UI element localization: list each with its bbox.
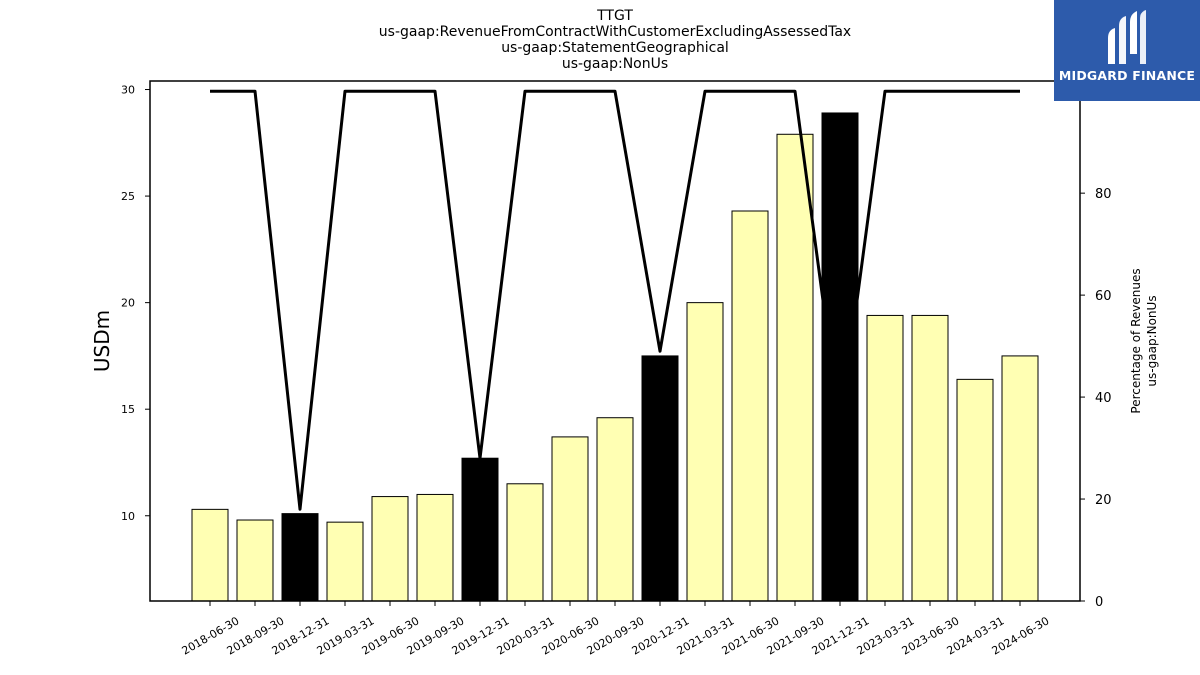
y-tick-label: 25 [121,190,135,203]
y-tick-label: 30 [121,84,135,97]
y-tick-label: 20 [121,297,135,310]
percentage-line-series [210,89,1020,511]
bar-2020-06-30 [551,436,589,602]
title-line: us-gaap:StatementGeographical [501,40,729,56]
title-line: us-gaap:RevenueFromContractWithCustomerE… [379,24,851,40]
right-axis-label: Percentage of Revenues us-gaap:NonUs [1129,268,1159,413]
right-axis-label-line: us-gaap:NonUs [1145,295,1159,386]
y-axis-label: USDm [90,310,114,372]
bar-series [191,112,1039,602]
bar-2021-06-30 [731,210,769,602]
title-line: TTGT [596,8,633,24]
bar-2018-06-30 [191,508,229,602]
y-tick-label: 15 [121,403,135,416]
midgard-logo-icon [1108,10,1146,64]
y2-tick-label: 40 [1095,391,1112,406]
bar-2024-03-31 [956,378,994,602]
midgard-finance-logo: MIDGARD FINANCE [1054,0,1200,101]
left-axis-ticks: 10 15 20 25 30 [121,84,150,523]
bar-2019-09-30 [416,493,454,602]
bar-2020-12-31 [641,355,679,602]
bar-2024-06-30 [1001,355,1039,602]
bar-2019-03-31 [326,521,364,602]
y2-tick-label: 60 [1095,289,1112,304]
bar-2021-12-31 [821,112,859,602]
bar-2019-06-30 [371,496,409,602]
y2-tick-label: 80 [1095,187,1112,202]
right-axis-label-line: Percentage of Revenues [1129,268,1143,413]
logo-text: MIDGARD FINANCE [1058,68,1196,83]
y2-tick-label: 0 [1095,595,1103,610]
chart-title: TTGTus-gaap:RevenueFromContractWithCusto… [379,8,851,72]
right-axis-ticks: 020406080100 [1080,85,1120,610]
bar-2018-12-31 [281,513,319,602]
bar-2018-09-30 [236,519,274,602]
x-axis-ticks: 2018-06-302018-09-302018-12-312019-03-31… [180,601,1052,658]
y2-tick-label: 20 [1095,493,1112,508]
percentage-line [210,89,1020,511]
y-tick-label: 10 [121,510,135,523]
bar-2023-03-31 [866,314,904,602]
bar-2021-03-31 [686,302,724,602]
bar-2020-09-30 [596,417,634,602]
bar-2021-09-30 [776,133,814,602]
bar-2019-12-31 [461,457,499,602]
bar-2023-06-30 [911,314,949,602]
title-line: us-gaap:NonUs [562,56,668,72]
bar-2020-03-31 [506,483,544,602]
